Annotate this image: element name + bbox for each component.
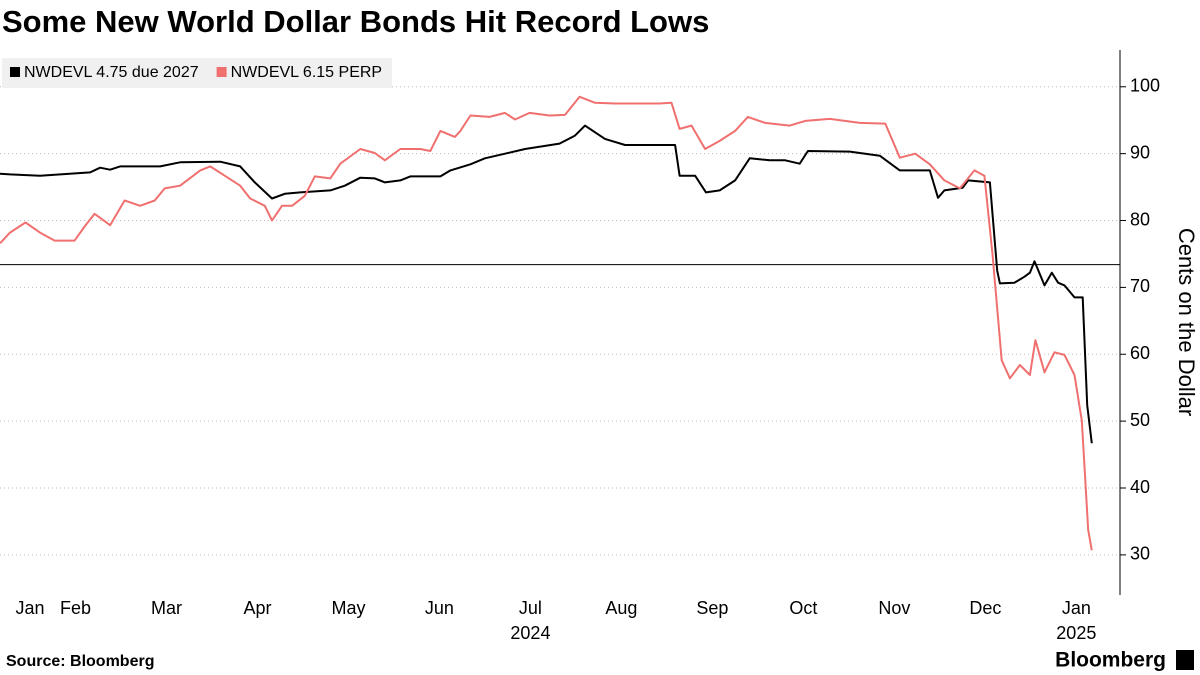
legend-label: NWDEVL 6.15 PERP <box>231 64 382 81</box>
y-tick-label: 40 <box>1130 477 1150 497</box>
brand-icon <box>1176 650 1194 670</box>
y-tick-label: 100 <box>1130 76 1160 96</box>
x-tick-label: Sep <box>696 598 728 618</box>
x-tick-label: Feb <box>60 598 91 618</box>
legend-label: NWDEVL 4.75 due 2027 <box>24 64 199 81</box>
x-tick-label: Apr <box>243 598 271 618</box>
y-tick-label: 60 <box>1130 343 1150 363</box>
legend-box <box>2 58 393 88</box>
x-tick-label: Aug <box>605 598 637 618</box>
x-tick-label: Jan <box>1062 598 1091 618</box>
y-tick-label: 90 <box>1130 142 1150 162</box>
legend-swatch <box>10 67 20 77</box>
brand: Bloomberg <box>1055 649 1166 672</box>
chart-title: Some New World Dollar Bonds Hit Record L… <box>2 4 709 39</box>
year-label: 2024 <box>510 623 550 643</box>
series-line <box>0 124 1093 444</box>
source: Source: Bloomberg <box>6 653 154 670</box>
y-tick-label: 70 <box>1130 276 1150 296</box>
x-tick-label: Nov <box>878 598 910 618</box>
x-tick-label: Jul <box>519 598 542 618</box>
x-tick-label: Jan <box>16 598 45 618</box>
x-tick-label: Oct <box>789 598 817 618</box>
series-line <box>0 95 1093 551</box>
x-tick-label: Jun <box>425 598 454 618</box>
legend-swatch <box>216 67 227 77</box>
x-tick-label: Dec <box>969 598 1001 618</box>
x-tick-label: May <box>331 598 365 618</box>
year-label: 2025 <box>1056 623 1096 643</box>
x-tick-label: Mar <box>151 598 182 618</box>
y-tick-label: 30 <box>1130 544 1150 564</box>
y-tick-label: 50 <box>1130 410 1150 430</box>
y-axis-label: Cents on the Dollar <box>1174 228 1199 416</box>
y-tick-label: 80 <box>1130 209 1150 229</box>
